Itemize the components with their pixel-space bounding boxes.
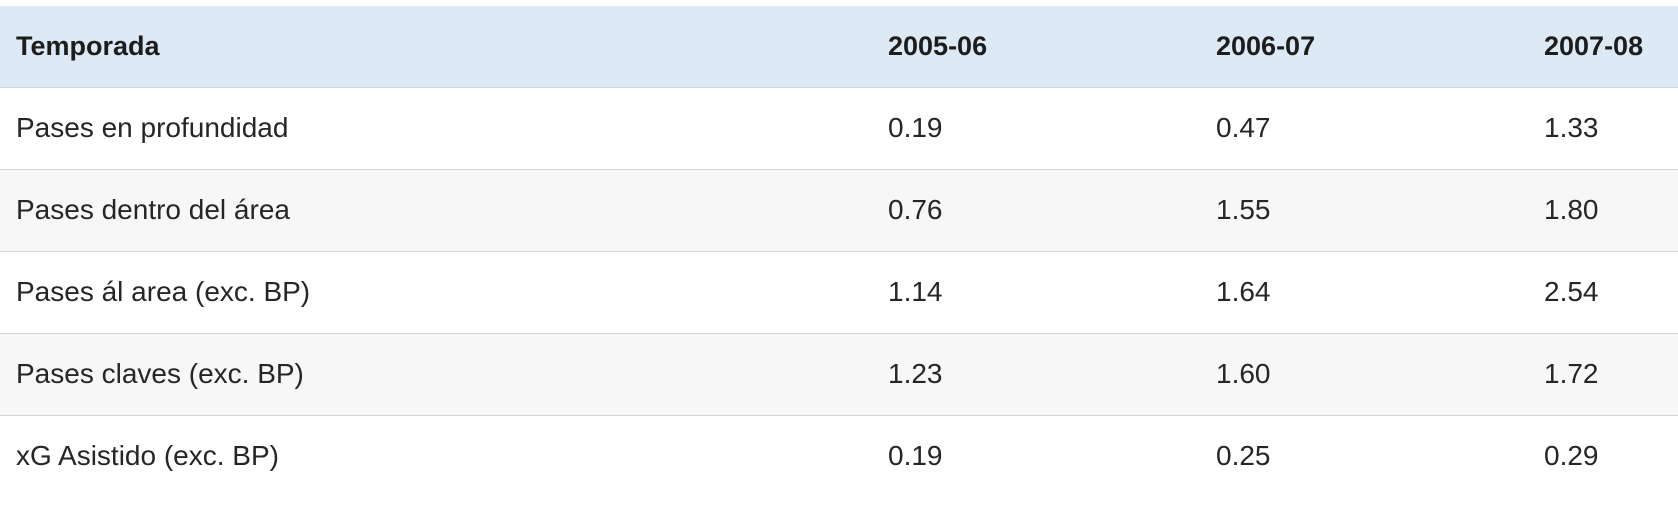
column-header-2006-07: 2006-07 [1200, 6, 1528, 88]
cell-value: 2.54 [1544, 276, 1599, 307]
table-row: Pases claves (exc. BP) 1.23 1.60 1.72 [0, 333, 1678, 415]
cell-value: 0.19 [888, 112, 943, 143]
table-row: xG Asistido (exc. BP) 0.19 0.25 0.29 [0, 415, 1678, 497]
table-header: Temporada 2005-06 2006-07 2007-08 [0, 6, 1678, 88]
cell-value: 0.25 [1216, 440, 1271, 472]
cell-value: 1.23 [888, 358, 943, 389]
stats-table: Temporada 2005-06 2006-07 2007-08 Pases … [0, 6, 1678, 497]
row-label: xG Asistido (exc. BP) [16, 440, 279, 472]
row-label: Pases claves (exc. BP) [16, 358, 304, 389]
table-row: Pases dentro del área 0.76 1.55 1.80 [0, 169, 1678, 251]
stats-table-container: Temporada 2005-06 2006-07 2007-08 Pases … [0, 6, 1678, 497]
cell-value: 1.55 [1216, 194, 1271, 225]
table-row: Pases en profundidad 0.19 0.47 1.33 [0, 87, 1678, 169]
cell-value: 1.60 [1216, 358, 1271, 389]
row-label: Pases en profundidad [16, 112, 289, 143]
table-row: Pases ál area (exc. BP) 1.14 1.64 2.54 [0, 251, 1678, 333]
cell-value: 0.29 [1544, 440, 1599, 472]
table-body: Pases en profundidad 0.19 0.47 1.33 Pase… [0, 87, 1678, 497]
row-label: Pases dentro del área [16, 194, 290, 225]
cell-value: 1.14 [888, 276, 943, 307]
cell-value: 0.47 [1216, 112, 1271, 143]
cell-value: 1.33 [1544, 112, 1599, 143]
column-header-2005-06: 2005-06 [872, 6, 1200, 88]
cell-value: 0.19 [888, 440, 943, 472]
cell-value: 1.72 [1544, 358, 1599, 389]
column-header-2007-08: 2007-08 [1528, 6, 1678, 88]
row-label: Pases ál area (exc. BP) [16, 276, 311, 307]
cell-value: 1.80 [1544, 194, 1599, 225]
cell-value: 1.64 [1216, 276, 1271, 307]
table-header-row: Temporada 2005-06 2006-07 2007-08 [0, 6, 1678, 88]
column-header-season: Temporada [0, 6, 872, 88]
cell-value: 0.76 [888, 194, 943, 225]
